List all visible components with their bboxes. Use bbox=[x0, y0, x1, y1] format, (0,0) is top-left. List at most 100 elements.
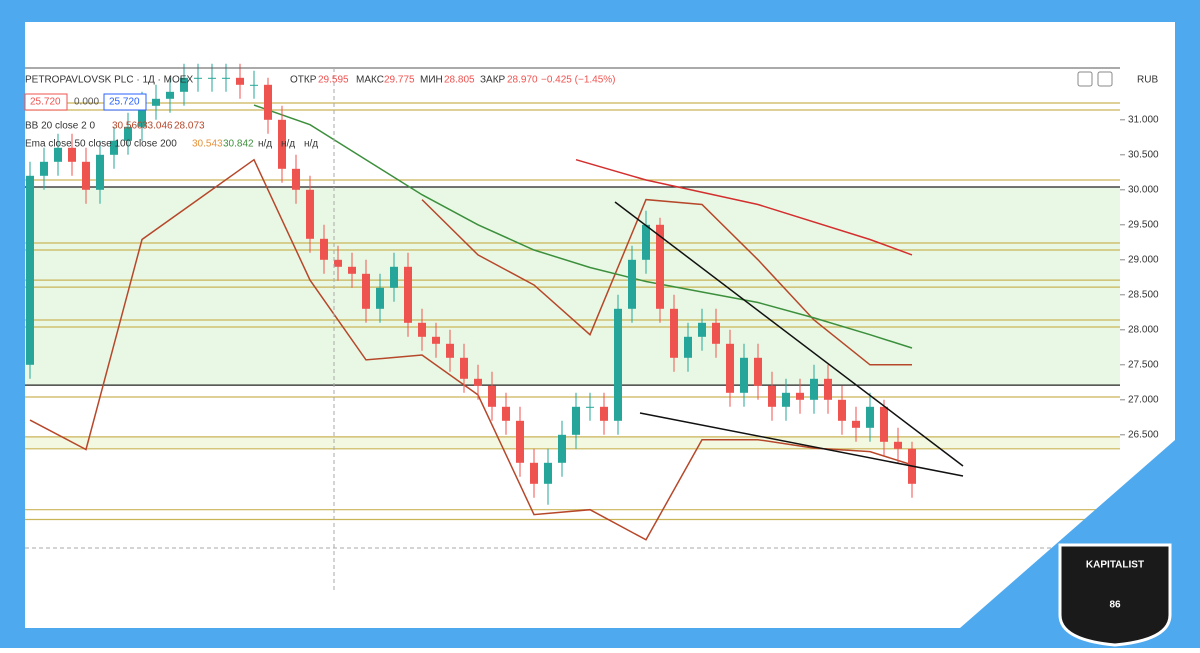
candle-body bbox=[894, 441, 902, 449]
candle-body bbox=[418, 322, 426, 337]
logo-name: KAPITALIST bbox=[1086, 560, 1144, 571]
candle-body bbox=[376, 287, 384, 309]
candle-body bbox=[572, 406, 580, 435]
candle-body bbox=[740, 357, 748, 393]
candle-body bbox=[250, 84, 258, 86]
candle-body bbox=[488, 385, 496, 407]
value: 28.970 bbox=[507, 75, 538, 86]
candle-body bbox=[768, 385, 776, 407]
plot bbox=[25, 63, 1120, 541]
candle-body bbox=[544, 462, 552, 484]
candle-body bbox=[516, 420, 524, 463]
y-tick-label: 28.500 bbox=[1128, 289, 1159, 300]
candle-body bbox=[656, 224, 664, 309]
ema-value: 30.543 bbox=[192, 139, 223, 150]
label: МАКС bbox=[356, 75, 384, 86]
candle-body bbox=[586, 406, 594, 408]
candle-body bbox=[96, 154, 104, 190]
candle-body bbox=[40, 161, 48, 176]
candle-body bbox=[82, 161, 90, 190]
candle-body bbox=[446, 343, 454, 358]
bb-value: 33.046 bbox=[142, 121, 173, 132]
candle-body bbox=[390, 266, 398, 288]
zone bbox=[25, 187, 1120, 386]
candle-body bbox=[838, 399, 846, 421]
candle-body bbox=[26, 175, 34, 365]
label: ЗАКР bbox=[480, 75, 506, 86]
candle-body bbox=[292, 168, 300, 190]
legend: PETROPAVLOVSK PLC · 1Д · MOEX ОТКР 29.59… bbox=[24, 75, 616, 150]
indicator-line bbox=[253, 104, 913, 349]
candle-body bbox=[852, 420, 860, 428]
candle-body bbox=[642, 224, 650, 260]
indicator-line bbox=[421, 198, 912, 366]
candle-body bbox=[712, 322, 720, 344]
candle-body bbox=[670, 308, 678, 358]
candle-body bbox=[432, 336, 440, 344]
y-tick-label: 27.500 bbox=[1128, 359, 1159, 370]
candle-body bbox=[138, 105, 146, 127]
candle-body bbox=[124, 126, 132, 141]
currency: RUB bbox=[1137, 75, 1158, 86]
y-tick-label: 26.500 bbox=[1128, 429, 1159, 440]
y-tick-label: 30.000 bbox=[1128, 184, 1159, 195]
candle-body bbox=[362, 273, 370, 309]
candle-body bbox=[320, 238, 328, 260]
expand-button[interactable] bbox=[1097, 71, 1113, 87]
candle-body bbox=[614, 308, 622, 421]
box[interactable] bbox=[103, 93, 147, 111]
y-tick-label: 31.000 bbox=[1128, 114, 1159, 125]
candle-body bbox=[530, 462, 538, 484]
label: МИН bbox=[420, 75, 443, 86]
box-value: 25.720 bbox=[109, 97, 140, 108]
label: ОТКР bbox=[290, 75, 317, 86]
candle-body bbox=[796, 392, 804, 400]
ema-value: н/д bbox=[281, 139, 295, 150]
value: 29.595 bbox=[318, 75, 349, 86]
scroll-button[interactable] bbox=[1077, 71, 1093, 87]
candle-body bbox=[600, 406, 608, 421]
candle-body bbox=[866, 406, 874, 428]
candle-body bbox=[698, 322, 706, 337]
candle-body bbox=[278, 119, 286, 169]
candle-body bbox=[306, 189, 314, 239]
indicator-line bbox=[575, 158, 913, 256]
candle-body bbox=[782, 392, 790, 407]
candle-body bbox=[684, 336, 692, 358]
ema-label: Ema close 50 close 100 close 200 bbox=[25, 139, 177, 150]
candle-body bbox=[460, 357, 468, 379]
bb-value: 28.073 bbox=[174, 121, 205, 132]
ema-value: н/д bbox=[304, 139, 318, 150]
candle-body bbox=[68, 147, 76, 162]
zone bbox=[25, 436, 1120, 449]
ema-value: н/д bbox=[258, 139, 272, 150]
candle-body bbox=[152, 98, 160, 106]
box-value: 25.720 bbox=[30, 97, 61, 108]
value: 29.775 bbox=[384, 75, 415, 86]
y-tick-label: 29.500 bbox=[1128, 219, 1159, 230]
y-tick-label: 29.000 bbox=[1128, 254, 1159, 265]
candle-body bbox=[558, 434, 566, 463]
box[interactable] bbox=[24, 93, 68, 111]
symbol: PETROPAVLOVSK PLC · 1Д · MOEX bbox=[25, 75, 193, 86]
y-tick-label: 27.000 bbox=[1128, 394, 1159, 405]
candle-body bbox=[334, 259, 342, 267]
trendline bbox=[639, 412, 964, 477]
candle-body bbox=[502, 406, 510, 421]
candle-body bbox=[824, 378, 832, 400]
change: −0.425 (−1.45%) bbox=[541, 75, 616, 86]
bb-label: BB 20 close 2 0 bbox=[25, 121, 95, 132]
bb-value: 30.560 bbox=[112, 121, 143, 132]
candle-body bbox=[54, 147, 62, 162]
candle-body bbox=[880, 406, 888, 442]
candle-body bbox=[474, 378, 482, 386]
value: 28.805 bbox=[444, 75, 475, 86]
candle-body bbox=[726, 343, 734, 393]
candle-body bbox=[222, 77, 230, 79]
box-value: 0.000 bbox=[74, 97, 99, 108]
candle-body bbox=[110, 140, 118, 155]
candle-body bbox=[194, 77, 202, 79]
candle-body bbox=[810, 378, 818, 400]
